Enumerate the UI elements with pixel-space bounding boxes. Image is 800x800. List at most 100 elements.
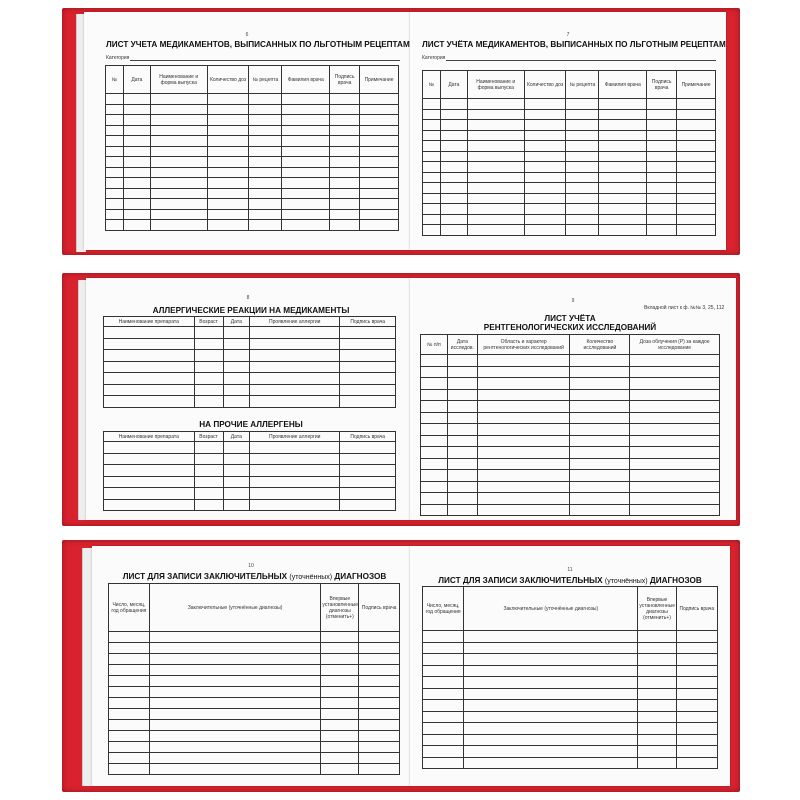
column-header: Подпись врача	[675, 586, 719, 631]
empty-cell	[329, 103, 361, 115]
table-row	[421, 664, 719, 677]
empty-cell	[565, 224, 600, 236]
empty-cell	[103, 372, 195, 385]
table-row	[105, 135, 399, 147]
column-header: Дата исследов.	[446, 334, 478, 355]
empty-cell	[446, 411, 478, 424]
title-text: ЛИСТ ДЛЯ ЗАПИСИ ЗАКЛЮЧИТЕЛЬНЫХ	[122, 572, 288, 581]
empty-cell	[569, 388, 631, 401]
empty-cell	[421, 630, 465, 643]
empty-cell	[637, 710, 677, 723]
empty-cell	[339, 441, 396, 454]
empty-cell	[637, 756, 677, 769]
title-small: (уточнённых)	[604, 578, 648, 585]
empty-cell	[248, 360, 341, 373]
column-header: Дата	[122, 65, 151, 94]
empty-cell	[122, 219, 151, 231]
empty-cell	[476, 434, 571, 447]
empty-cell	[103, 464, 195, 477]
empty-cell	[103, 326, 195, 339]
empty-cell	[476, 365, 571, 378]
table-row	[422, 203, 716, 215]
empty-cell	[329, 124, 361, 136]
table-row	[105, 124, 399, 136]
empty-cell	[358, 752, 400, 764]
empty-cell	[148, 741, 322, 753]
page-title: ЛИСТ УЧЁТА	[544, 314, 596, 323]
table-row	[420, 480, 720, 493]
empty-cell	[206, 145, 250, 157]
table-row	[422, 182, 716, 194]
empty-cell	[422, 171, 441, 183]
empty-cell	[422, 140, 441, 152]
empty-cell	[329, 166, 361, 178]
empty-cell	[206, 114, 250, 126]
empty-cell	[422, 129, 441, 141]
empty-cell	[108, 730, 150, 742]
empty-cell	[103, 475, 195, 488]
empty-cell	[359, 103, 399, 115]
empty-cell	[565, 161, 600, 173]
empty-cell	[122, 103, 151, 115]
empty-cell	[463, 756, 639, 769]
empty-cell	[148, 763, 322, 775]
table-row	[103, 383, 396, 396]
empty-cell	[329, 219, 361, 231]
empty-cell	[248, 337, 341, 350]
empty-cell	[598, 108, 648, 120]
empty-cell	[476, 469, 571, 482]
empty-cell	[476, 503, 571, 516]
column-header: Число, месяц, год обращения	[421, 586, 465, 631]
empty-cell	[320, 631, 360, 643]
empty-cell	[339, 349, 396, 362]
page-number: 7	[566, 32, 570, 38]
table-row	[103, 326, 396, 339]
empty-cell	[421, 756, 465, 769]
category-label: Категория	[106, 55, 130, 61]
empty-cell	[476, 457, 571, 470]
empty-cell	[248, 208, 283, 220]
empty-cell	[105, 145, 124, 157]
empty-cell	[193, 464, 224, 477]
empty-cell	[329, 187, 361, 199]
empty-cell	[358, 631, 400, 643]
empty-cell	[320, 763, 360, 775]
empty-cell	[420, 503, 448, 516]
empty-cell	[523, 108, 567, 120]
empty-cell	[148, 708, 322, 720]
column-header: Наименование препарата	[103, 316, 195, 327]
empty-cell	[329, 156, 361, 168]
empty-cell	[676, 182, 716, 194]
table-row	[421, 722, 719, 735]
empty-cell	[598, 119, 648, 131]
empty-cell	[149, 114, 208, 126]
empty-cell	[598, 140, 648, 152]
empty-cell	[629, 446, 720, 459]
empty-cell	[439, 171, 468, 183]
empty-cell	[463, 722, 639, 735]
empty-cell	[629, 388, 720, 401]
empty-cell	[569, 365, 631, 378]
column-header: Впервые установленные диагнозы (отменить…	[320, 583, 360, 632]
column-header: Подпись врача	[339, 316, 396, 327]
category-line	[130, 60, 400, 61]
empty-cell	[629, 377, 720, 390]
empty-cell	[439, 182, 468, 194]
empty-cell	[248, 349, 341, 362]
empty-cell	[523, 161, 567, 173]
column-header: Подпись врача	[646, 70, 678, 99]
table-row	[421, 653, 719, 666]
empty-cell	[105, 114, 124, 126]
empty-cell	[122, 93, 151, 105]
empty-cell	[675, 722, 719, 735]
table-row	[103, 360, 396, 373]
empty-cell	[320, 675, 360, 687]
table-row	[108, 763, 400, 775]
empty-cell	[108, 697, 150, 709]
table-row	[421, 676, 719, 689]
empty-cell	[569, 411, 631, 424]
empty-cell	[420, 434, 448, 447]
empty-cell	[103, 452, 195, 465]
empty-cell	[329, 114, 361, 126]
empty-cell	[148, 631, 322, 643]
